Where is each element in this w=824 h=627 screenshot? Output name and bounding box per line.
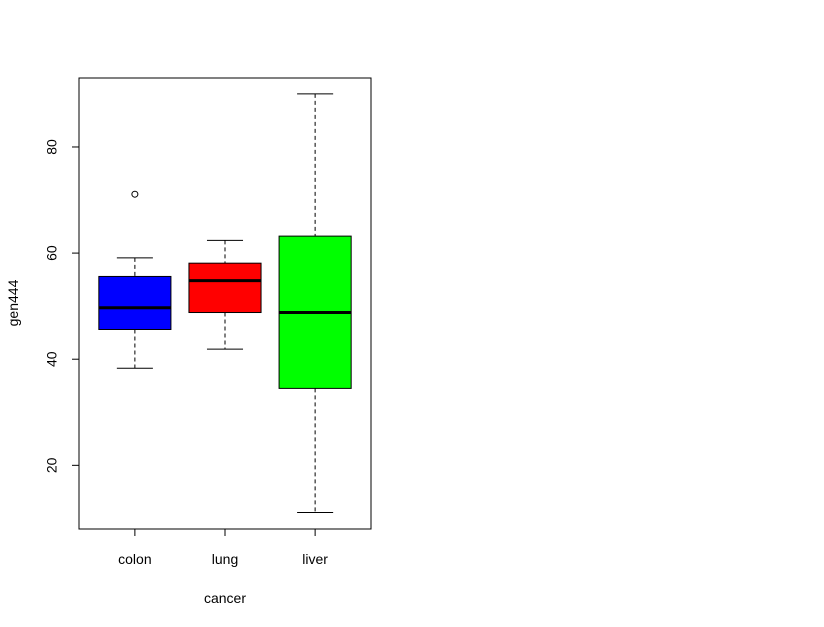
box-colon [98,190,172,369]
y-tick-label: 20 [44,457,60,473]
y-tick-label: 80 [44,139,60,155]
x-axis-label: cancer [204,590,246,606]
outlier-point [131,190,139,198]
iqr-box [188,262,262,314]
iqr-box [98,275,172,330]
y-axis: 20 40 60 80 [44,139,80,473]
boxes [98,93,352,514]
y-tick-label: 40 [44,351,60,367]
x-tick-label: colon [118,551,151,567]
x-tick-label: lung [212,551,238,567]
x-tick-label: liver [302,551,328,567]
box-lung [188,239,262,350]
x-axis: colon lung liver [118,528,328,567]
y-axis-label: gen444 [5,279,21,326]
y-tick-label: 60 [44,245,60,261]
box-liver [278,93,352,514]
